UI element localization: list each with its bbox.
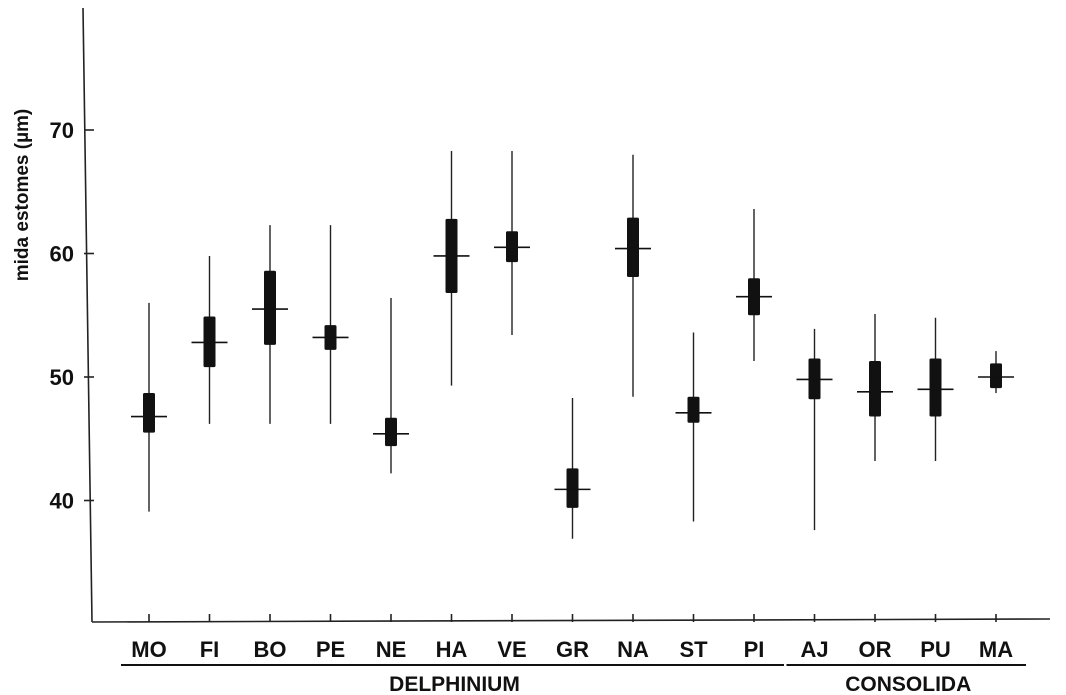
iqr-box — [143, 393, 155, 433]
box-ne — [373, 297, 409, 474]
category-label: AJ — [800, 637, 828, 662]
category-label: NE — [376, 637, 407, 662]
group-brackets: DELPHINIUM CONSOLIDA — [121, 664, 1026, 695]
box-gr — [554, 397, 591, 539]
category-label: ST — [679, 637, 708, 662]
y-ticks: 40 50 60 70 — [50, 118, 94, 514]
category-label: PE — [316, 637, 345, 662]
category-label: PU — [920, 637, 951, 662]
box-ma — [978, 351, 1014, 394]
box-pi — [736, 209, 772, 361]
y-tick-label: 40 — [50, 489, 74, 514]
y-axis-title: mida estomes (µm) — [12, 109, 33, 282]
x-axis: MO FI BO PE NE HA VE GR NA ST PI AJ OR PU MA DELPHINIU… — [91, 614, 1051, 695]
category-label: OR — [859, 637, 892, 662]
box-ve — [494, 150, 530, 336]
y-tick-label: 50 — [50, 365, 74, 390]
box-ha — [433, 150, 470, 386]
iqr-box — [627, 217, 639, 277]
box-mo — [131, 302, 167, 512]
category-label: HA — [436, 637, 468, 662]
category-label: VE — [497, 637, 526, 662]
box-pe — [312, 225, 349, 424]
box-pu — [917, 317, 954, 461]
iqr-box — [869, 360, 881, 417]
iqr-box — [566, 468, 579, 508]
box-or — [857, 314, 893, 461]
category-label: MO — [131, 637, 166, 662]
x-axis-line — [91, 618, 1051, 623]
box-na — [615, 154, 651, 397]
category-label: MA — [979, 637, 1013, 662]
box-aj — [796, 328, 833, 531]
category-labels: MO FI BO PE NE HA VE GR NA ST PI AJ OR PU MA — [131, 637, 1013, 662]
category-label: GR — [556, 637, 589, 662]
y-axis: 40 50 60 70 mida estomes (µm) — [12, 7, 94, 623]
y-axis-line — [82, 7, 93, 623]
iqr-box — [264, 270, 276, 345]
box-st — [675, 332, 712, 522]
boxes — [131, 150, 1014, 539]
category-label: BO — [254, 637, 287, 662]
iqr-box — [687, 396, 700, 423]
iqr-box — [929, 358, 942, 417]
x-ticks — [148, 614, 997, 622]
box-fi — [191, 255, 228, 424]
category-label: NA — [617, 637, 649, 662]
category-label: FI — [200, 637, 220, 662]
y-tick-label: 60 — [50, 242, 74, 267]
iqr-box — [385, 417, 397, 447]
y-tick-label: 70 — [50, 118, 74, 143]
box-bo — [252, 225, 288, 424]
category-label: PI — [744, 637, 765, 662]
group-label: CONSOLIDA — [845, 673, 971, 695]
group-label: DELPHINIUM — [389, 673, 520, 695]
iqr-box — [990, 363, 1002, 389]
